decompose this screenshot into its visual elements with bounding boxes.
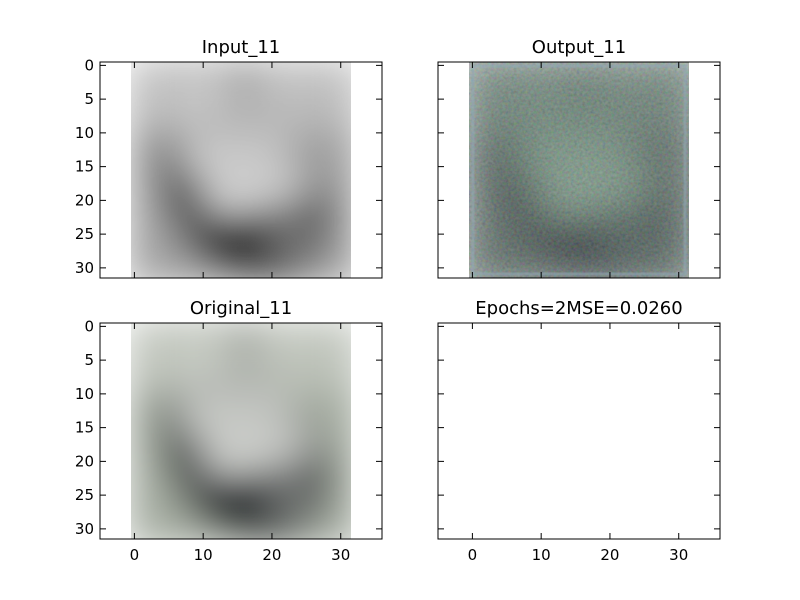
subplot-title: Original_11 — [190, 298, 292, 319]
y-tick-label: 0 — [84, 56, 94, 74]
boat-windows-upper — [182, 380, 286, 401]
subplot-1: Input_11 0 5 10 15 20 25 30 — [75, 37, 383, 279]
noise-overlay — [468, 62, 690, 278]
boat-bow-highlight — [271, 213, 321, 257]
y-tick-label: 25 — [75, 225, 94, 243]
subplot-3: Original_11 0 5 10 15 20 25 30 0 10 20 30 — [75, 298, 383, 564]
boat-mast — [237, 326, 252, 367]
axes-frame — [99, 322, 383, 540]
y-tick-label: 20 — [75, 191, 94, 209]
image-boat-reconstruction — [468, 62, 690, 278]
subplot-title: Input_11 — [202, 37, 281, 58]
y-tick-label: 15 — [75, 419, 94, 437]
x-tick-label: 30 — [669, 546, 688, 564]
subplot-4: Epochs=2MSE=0.0260 0 10 20 30 — [437, 298, 721, 564]
x-tick-label: 20 — [262, 546, 281, 564]
y-tick-label: 5 — [84, 90, 94, 108]
x-tick-label: 20 — [600, 546, 619, 564]
axes-frame — [437, 61, 721, 279]
y-tick-label: 20 — [75, 452, 94, 470]
subplot-2: Output_11 — [437, 37, 721, 279]
y-tick-label: 5 — [84, 351, 94, 369]
subplot-title: Output_11 — [532, 37, 626, 58]
boat-mast — [237, 65, 252, 106]
y-tick-label: 10 — [75, 124, 94, 142]
boat-windows-upper — [182, 119, 286, 140]
subplot-title: Epochs=2MSE=0.0260 — [475, 298, 682, 319]
x-tick-label: 0 — [130, 546, 140, 564]
image-boat-color — [130, 323, 352, 539]
boat-windows-lower — [203, 420, 307, 442]
x-tick-label: 0 — [468, 546, 478, 564]
x-tick-label: 10 — [194, 546, 213, 564]
x-tick-label: 30 — [331, 546, 350, 564]
boat-bow-highlight — [271, 474, 321, 518]
y-tick-label: 10 — [75, 385, 94, 403]
y-tick-label: 30 — [75, 259, 94, 277]
y-tick-label: 0 — [84, 317, 94, 335]
x-tick-label: 10 — [532, 546, 551, 564]
y-tick-label: 25 — [75, 486, 94, 504]
axes-frame — [99, 61, 383, 279]
y-tick-label: 30 — [75, 520, 94, 538]
reconstruction-border-artifact — [471, 64, 687, 276]
axes-frame — [437, 322, 721, 540]
boat-windows-lower — [203, 159, 307, 181]
image-boat-grayscale — [130, 62, 352, 278]
y-tick-label: 15 — [75, 158, 94, 176]
